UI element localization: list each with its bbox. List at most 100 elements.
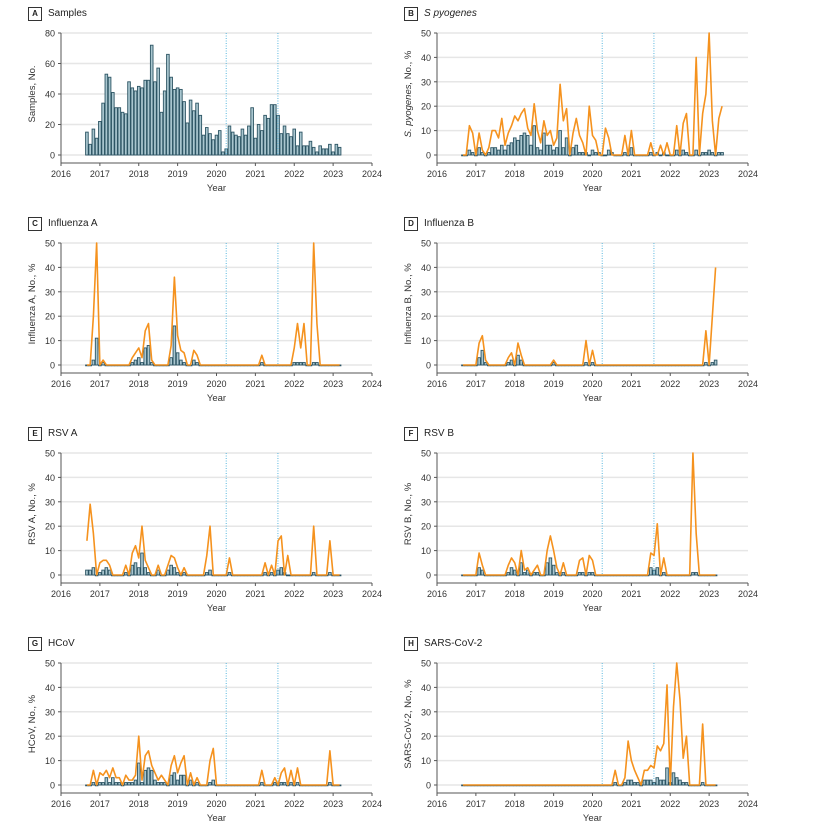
bar: [535, 147, 540, 156]
bar: [156, 67, 160, 156]
bar: [480, 349, 485, 366]
x-tick-label: 2023: [699, 589, 719, 599]
bar: [603, 154, 608, 157]
x-tick-label: 2016: [427, 379, 447, 389]
bar: [107, 569, 112, 576]
bar: [140, 782, 144, 786]
bar: [577, 152, 582, 156]
x-tick-label: 2018: [129, 169, 149, 179]
x-tick-label: 2021: [245, 379, 265, 389]
bar: [104, 567, 109, 576]
bar: [269, 104, 274, 156]
x-tick-label: 2019: [544, 169, 564, 179]
bar: [179, 359, 183, 366]
bar: [496, 149, 501, 156]
bar: [166, 569, 170, 576]
x-tick-label: 2023: [699, 799, 719, 809]
bar: [247, 125, 251, 156]
bar: [681, 782, 685, 786]
bar: [243, 134, 248, 156]
bar: [535, 572, 540, 576]
bar: [292, 128, 297, 156]
bar: [169, 774, 173, 786]
y-tick-label: 0: [50, 571, 55, 581]
bar: [632, 782, 637, 786]
bar: [208, 782, 212, 786]
y-tick-label: 40: [45, 683, 55, 693]
panel-title: RSV B: [424, 428, 455, 439]
y-axis-label: Influenza A, No., %: [27, 263, 38, 344]
x-tick-label: 2024: [362, 799, 382, 809]
bar: [101, 569, 105, 576]
bar: [94, 137, 99, 156]
bar: [94, 337, 99, 366]
y-tick-label: 10: [421, 546, 431, 556]
y-tick-label: 0: [426, 361, 431, 371]
x-tick-label: 2019: [168, 379, 188, 389]
bar: [587, 154, 592, 157]
bar: [188, 99, 193, 156]
bar: [130, 362, 135, 366]
panel-a: A Samples 0 20 40 60 80 2016 2017 2018 2019 2020 202…: [0, 0, 408, 210]
bar: [208, 133, 212, 156]
bar: [590, 572, 595, 576]
bar: [230, 131, 235, 156]
y-tick-label: 10: [421, 756, 431, 766]
y-tick-label: 0: [50, 361, 55, 371]
panel-title: HCoV: [48, 638, 75, 649]
x-tick-label: 2020: [206, 379, 226, 389]
bar: [182, 774, 186, 786]
y-tick-label: 40: [45, 263, 55, 273]
bar: [308, 140, 313, 156]
bar: [584, 362, 588, 366]
bar: [279, 567, 284, 576]
bar: [143, 769, 147, 786]
x-tick-label: 2021: [245, 589, 265, 599]
bar: [117, 107, 122, 156]
y-tick-label: 50: [45, 449, 55, 459]
y-tick-label: 50: [45, 659, 55, 669]
bar: [289, 136, 293, 156]
bar: [649, 567, 653, 576]
bar: [574, 144, 579, 156]
x-tick-label: 2024: [362, 169, 382, 179]
panel-f: F RSV B 0 10 20 30 40 50 2016 2017 2018 2019 2020 202…: [376, 420, 784, 630]
x-tick-label: 2023: [323, 589, 343, 599]
bar: [694, 572, 698, 576]
bar: [522, 132, 527, 156]
x-tick-label: 2017: [90, 589, 110, 599]
bar: [91, 567, 96, 576]
y-tick-label: 0: [426, 151, 431, 161]
bar: [211, 779, 216, 786]
bar: [694, 149, 698, 156]
bar: [295, 362, 300, 366]
bar: [269, 572, 274, 576]
bar: [606, 149, 611, 156]
x-tick-label: 2021: [621, 379, 641, 389]
x-tick-label: 2022: [660, 799, 680, 809]
bar: [260, 782, 264, 786]
x-tick-label: 2017: [90, 169, 110, 179]
bar: [480, 152, 485, 156]
bar: [136, 85, 141, 156]
y-tick-label: 0: [426, 571, 431, 581]
x-axis-label: Year: [207, 603, 226, 614]
panel-label: C: [28, 217, 42, 231]
y-tick-label: 10: [45, 756, 55, 766]
x-tick-label: 2017: [466, 169, 486, 179]
bar: [282, 125, 287, 156]
bar: [298, 362, 303, 366]
bar: [117, 782, 122, 786]
bar: [205, 572, 209, 576]
x-tick-label: 2022: [660, 379, 680, 389]
bar: [179, 88, 183, 156]
bar: [88, 143, 92, 156]
bar: [227, 572, 232, 576]
x-tick-label: 2021: [245, 169, 265, 179]
bar: [88, 569, 92, 576]
bar: [146, 79, 151, 156]
x-tick-label: 2020: [206, 589, 226, 599]
bar: [292, 362, 297, 366]
bar: [237, 136, 241, 156]
bar: [519, 359, 523, 366]
